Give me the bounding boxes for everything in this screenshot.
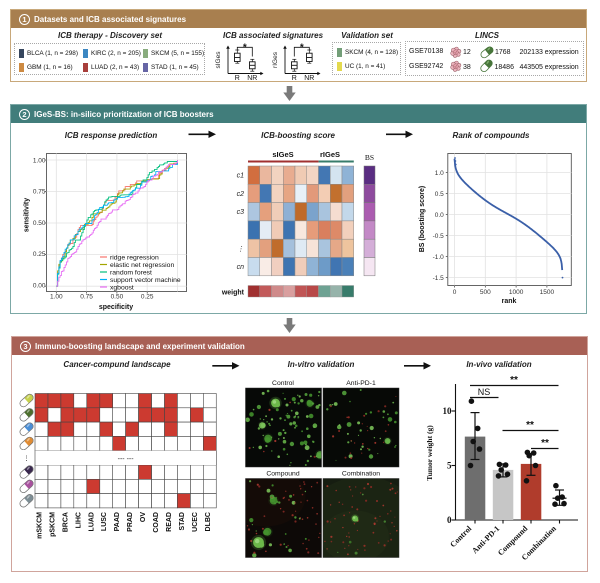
svg-text:Anti-PD-1: Anti-PD-1	[346, 380, 376, 387]
svg-text:1.00: 1.00	[33, 157, 46, 164]
svg-text:COAD: COAD	[153, 512, 160, 533]
svg-text:0.50: 0.50	[111, 294, 124, 301]
svg-text:Tumor weight (g): Tumor weight (g)	[425, 425, 434, 481]
svg-text:rIGeS: rIGeS	[320, 150, 340, 159]
svg-text:0.00: 0.00	[33, 283, 46, 290]
svg-text:LUSC: LUSC	[101, 512, 108, 531]
svg-text:mSKCM: mSKCM	[37, 512, 44, 539]
svg-text:1.0: 1.0	[435, 170, 444, 177]
svg-text:c3: c3	[237, 209, 245, 216]
svg-text:LIHC: LIHC	[75, 512, 82, 528]
svg-text:Control: Control	[272, 380, 294, 387]
svg-text:0.75: 0.75	[33, 189, 46, 196]
svg-text:--- ---: --- ---	[118, 456, 135, 463]
svg-text:1000: 1000	[509, 289, 524, 296]
svg-text:sIGeS: sIGeS	[272, 150, 293, 159]
svg-text:rank: rank	[502, 298, 517, 305]
svg-text:500: 500	[480, 289, 491, 296]
svg-text:NS: NS	[478, 387, 491, 397]
svg-text:PAAD: PAAD	[114, 512, 121, 531]
svg-text:c2: c2	[237, 191, 245, 198]
svg-text:Combination: Combination	[342, 471, 380, 478]
svg-text:0.25: 0.25	[33, 251, 46, 258]
svg-text:0.50: 0.50	[33, 220, 46, 227]
svg-text:0.0: 0.0	[435, 212, 444, 219]
svg-text:cn: cn	[237, 264, 245, 271]
svg-text:0: 0	[453, 289, 457, 296]
svg-text:random forest: random forest	[110, 270, 152, 277]
svg-text:BS (boosting score): BS (boosting score)	[419, 186, 426, 253]
svg-text:-0.5: -0.5	[433, 233, 445, 240]
svg-text:5: 5	[447, 460, 452, 470]
svg-text:DLBC: DLBC	[205, 512, 212, 531]
svg-text:UCEC: UCEC	[192, 512, 199, 532]
svg-text:**: **	[510, 375, 518, 386]
svg-text:Compound: Compound	[266, 471, 299, 478]
svg-text:OV: OV	[140, 512, 147, 522]
svg-text:weight: weight	[221, 290, 245, 297]
svg-text:c1: c1	[237, 173, 245, 180]
svg-text:-1.0: -1.0	[433, 254, 445, 261]
svg-text:BRCA: BRCA	[62, 512, 69, 532]
svg-text:BS: BS	[365, 153, 374, 162]
svg-text:ridge regression: ridge regression	[110, 255, 159, 262]
svg-text:0.75: 0.75	[80, 294, 93, 301]
svg-text:Control: Control	[448, 524, 474, 550]
svg-text:⋮: ⋮	[23, 455, 30, 462]
svg-text:PRAD: PRAD	[127, 512, 134, 532]
svg-text:0.5: 0.5	[435, 191, 444, 198]
svg-text:0.25: 0.25	[141, 294, 154, 301]
svg-text:10: 10	[443, 406, 453, 416]
svg-text:STAD: STAD	[179, 512, 186, 531]
svg-text:READ: READ	[166, 512, 173, 532]
svg-text:xgboost: xgboost	[110, 285, 134, 292]
svg-text:⋮: ⋮	[237, 246, 244, 253]
svg-text:0: 0	[447, 515, 452, 525]
svg-text:LUAD: LUAD	[88, 512, 95, 531]
svg-text:-1.5: -1.5	[433, 275, 445, 282]
svg-text:**: **	[526, 420, 534, 431]
svg-text:1.00: 1.00	[50, 294, 63, 301]
svg-text:pSKCM: pSKCM	[49, 512, 56, 537]
svg-text:**: **	[541, 438, 549, 449]
svg-text:1500: 1500	[540, 289, 555, 296]
svg-text:support vector machine: support vector machine	[110, 277, 181, 284]
svg-text:specificity: specificity	[99, 304, 133, 311]
svg-text:elastic net regression: elastic net regression	[110, 262, 174, 269]
svg-text:sensitivity: sensitivity	[24, 198, 31, 232]
